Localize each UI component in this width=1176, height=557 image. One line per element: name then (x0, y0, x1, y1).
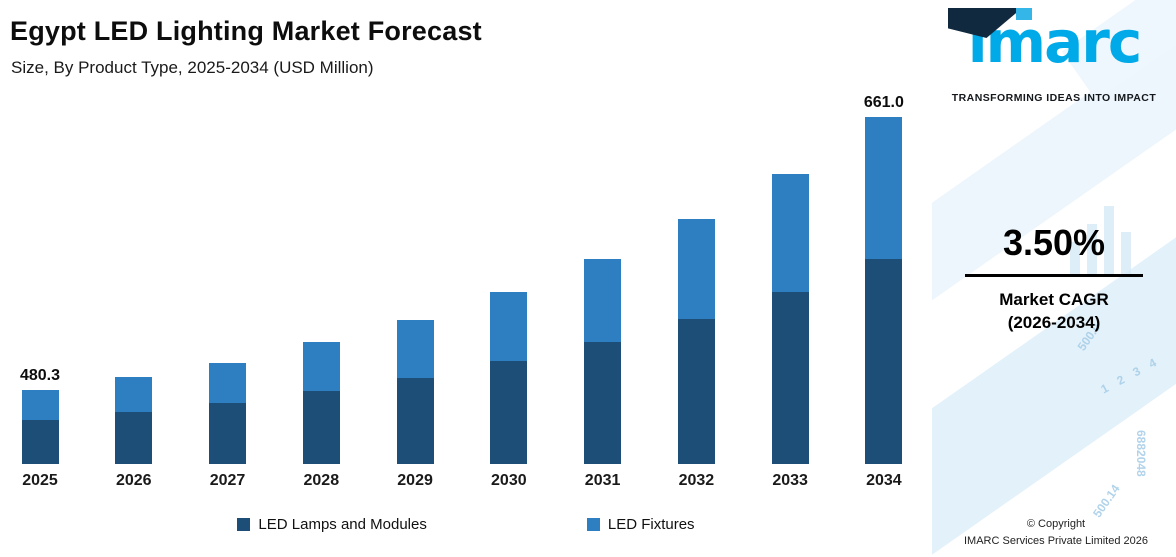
bar-group-2031: 2031 (575, 259, 631, 490)
x-axis-label: 2026 (115, 472, 152, 489)
x-axis-label: 2033 (772, 472, 808, 489)
imarc-logo: imarc (932, 6, 1176, 79)
bar-plot: 480.3 2025 2026 2027 2028 2029 2030 2031 2032 203… (12, 86, 912, 490)
bar-segment-led-lamps-and-modules (115, 412, 153, 464)
bar-group-2025: 480.3 2025 (12, 367, 68, 490)
bar-segment-led-lamps-and-modules (677, 319, 715, 464)
cagr-label-line1: Market CAGR (999, 290, 1109, 309)
bar-segment-led-fixtures (865, 117, 903, 259)
legend-item-led-lamps-and-modules: LED Lamps and Modules (237, 516, 427, 533)
cagr-block: 3.50% Market CAGR (2026-2034) (932, 222, 1176, 335)
cagr-divider (965, 274, 1143, 277)
bar-group-2026: 2026 (106, 377, 162, 490)
copyright-line2: IMARC Services Private Limited 2026 (963, 534, 1148, 547)
bar-value-label: 661.0 (863, 94, 904, 111)
bar-segment-led-lamps-and-modules (771, 292, 809, 464)
stacked-bar (490, 292, 528, 464)
stacked-bar (865, 117, 903, 464)
bar-segment-led-fixtures (584, 259, 622, 342)
stacked-bar (302, 342, 340, 464)
chart-subtitle: Size, By Product Type, 2025-2034 (USD Mi… (11, 58, 374, 77)
bar-segment-led-lamps-and-modules (584, 342, 622, 464)
bar-group-2030: 2030 (481, 292, 537, 490)
bar-value-label: 480.3 (19, 367, 61, 384)
x-axis-label: 2029 (397, 472, 433, 489)
copyright-line1: © Copyright (1026, 518, 1086, 530)
side-panel: 500.0 1 2 3 4 6882048 500.14 imarc TRANS… (932, 0, 1176, 557)
bar-segment-led-lamps-and-modules (490, 361, 528, 464)
decor-mini-bar-chart (1070, 206, 1131, 276)
bar-group-2033: 2033 (762, 174, 818, 490)
bar-segment-led-lamps-and-modules (21, 420, 59, 464)
bar-segment-led-lamps-and-modules (209, 403, 247, 464)
bar-segment-led-lamps-and-modules (396, 378, 434, 464)
stacked-bar (771, 174, 809, 464)
chart-region: Egypt LED Lighting Market Forecast Size,… (0, 16, 932, 533)
x-axis-label: 2032 (678, 472, 715, 489)
bar-group-2034: 661.0 2034 (856, 94, 912, 490)
bar-group-2028: 2028 (293, 342, 349, 490)
x-axis-label: 2034 (866, 472, 902, 489)
legend-item-led-fixtures: LED Fixtures (586, 516, 695, 533)
copyright: © Copyright IMARC Services Private Limit… (942, 516, 1170, 549)
x-axis-label: 2030 (491, 472, 527, 489)
bar-group-2029: 2029 (387, 320, 443, 490)
bar-segment-led-lamps-and-modules (865, 259, 903, 464)
bar-segment-led-lamps-and-modules (302, 391, 340, 464)
x-axis-label: 2031 (584, 472, 621, 489)
bar-segment-led-fixtures (396, 320, 434, 378)
x-axis-label: 2025 (22, 472, 58, 489)
imarc-tagline: TRANSFORMING IDEAS INTO IMPACT (951, 92, 1157, 104)
legend-label: LED Fixtures (607, 516, 695, 533)
stacked-bar (396, 320, 434, 464)
bar-segment-led-fixtures (115, 377, 153, 412)
stacked-bar (584, 259, 622, 464)
legend-label: LED Lamps and Modules (258, 516, 427, 533)
bar-segment-led-fixtures (677, 219, 715, 319)
cagr-value: 3.50% (1002, 222, 1106, 263)
stacked-bar (21, 390, 59, 464)
stacked-bar (115, 377, 153, 464)
x-axis-label: 2027 (209, 472, 246, 489)
bar-group-2027: 2027 (200, 363, 256, 490)
bar-segment-led-fixtures (209, 363, 247, 403)
decorative-background: 500.0 1 2 3 4 6882048 500.14 (932, 0, 1176, 557)
stacked-bar (209, 363, 247, 464)
chart-legend: LED Lamps and Modules LED Fixtures (0, 516, 932, 533)
imarc-logo-accent-icon (1016, 8, 1032, 20)
x-axis-label: 2028 (303, 472, 340, 489)
bar-group-2032: 2032 (668, 219, 724, 490)
legend-swatch-icon (237, 518, 251, 531)
legend-swatch-icon (586, 518, 600, 531)
bar-segment-led-fixtures (302, 342, 340, 391)
bar-segment-led-fixtures (771, 174, 809, 292)
chart-title: Egypt LED Lighting Market Forecast (10, 16, 482, 46)
cagr-label-line2: (2026-2034) (1007, 312, 1101, 332)
stacked-bar (677, 219, 715, 464)
bar-segment-led-fixtures (490, 292, 528, 361)
bar-segment-led-fixtures (21, 390, 59, 420)
